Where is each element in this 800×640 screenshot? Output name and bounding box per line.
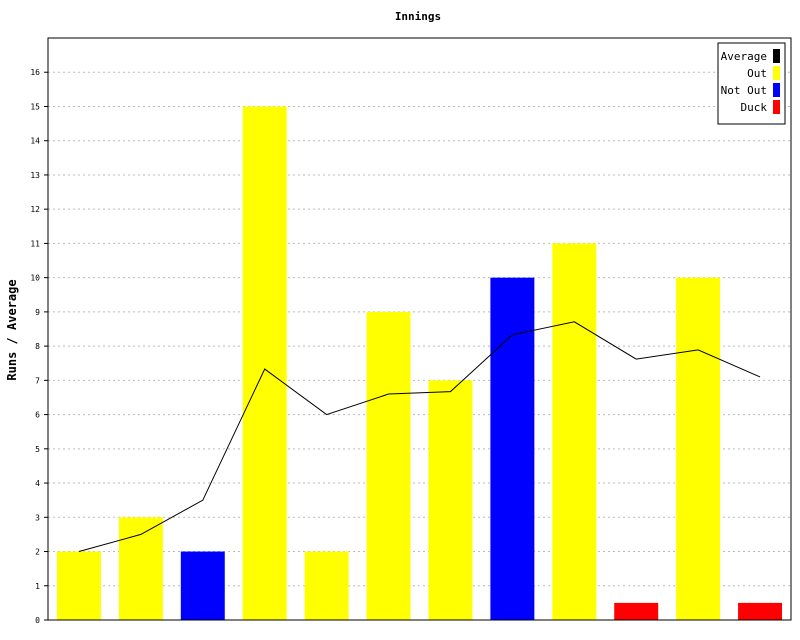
legend-swatch: [773, 83, 780, 97]
bars: [56, 106, 783, 621]
legend-label: Out: [747, 67, 767, 80]
bar: [552, 243, 597, 621]
plot-frame: [47, 37, 792, 621]
y-tick-label: 6: [35, 411, 40, 420]
bar: [738, 602, 783, 620]
legend-label: Average: [721, 50, 767, 63]
y-tick-label: 13: [30, 171, 40, 180]
y-tick-label: 14: [30, 137, 40, 146]
bar: [428, 380, 473, 620]
y-tick-label: 12: [30, 205, 40, 214]
y-tick-label: 1: [35, 582, 40, 591]
legend-label: Not Out: [721, 84, 767, 97]
bar: [242, 106, 287, 621]
bar: [56, 551, 101, 620]
y-tick-label: 9: [35, 308, 40, 317]
bar: [490, 277, 535, 620]
gridlines: [48, 71, 791, 587]
bar: [614, 602, 659, 620]
y-tick-label: 7: [35, 376, 40, 385]
legend-swatch: [773, 66, 780, 80]
bar: [304, 551, 349, 620]
legend-swatch: [773, 100, 780, 114]
y-tick-label: 8: [35, 342, 40, 351]
bar: [180, 551, 225, 620]
legend: Average Out Not Out Duck: [717, 42, 786, 125]
y-tick-label: 2: [35, 548, 40, 557]
y-tick-label: 0: [35, 616, 40, 625]
average-line: [78, 321, 761, 553]
bar: [118, 517, 163, 620]
y-tick-label: 3: [35, 513, 40, 522]
y-tick-label: 10: [30, 274, 40, 283]
y-axis-label: Runs / Average: [5, 279, 19, 380]
y-tick-label: 11: [30, 239, 40, 248]
y-tick-label: 5: [35, 445, 40, 454]
legend-swatch: [773, 49, 780, 63]
chart-title: Innings: [395, 10, 441, 23]
bar: [366, 311, 411, 620]
legend-label: Duck: [741, 101, 768, 114]
bar: [676, 277, 721, 620]
y-tick-label: 16: [30, 68, 40, 77]
y-tick-label: 15: [30, 102, 40, 111]
y-tick-label: 4: [35, 479, 40, 488]
